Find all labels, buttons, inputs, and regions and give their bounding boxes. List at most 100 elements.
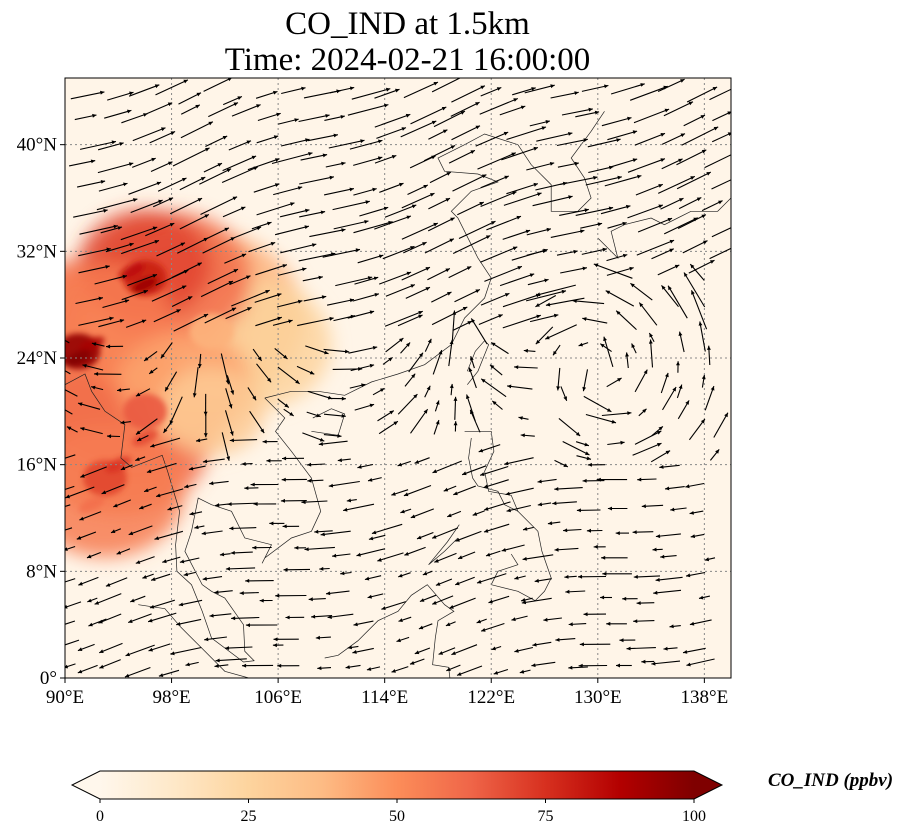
wind-arrow xyxy=(561,108,593,116)
wind-arrow-head xyxy=(685,400,690,405)
wind-arrow xyxy=(151,285,187,302)
wind-arrow xyxy=(200,280,234,298)
wind-arrow xyxy=(180,121,214,139)
wind-arrow-head xyxy=(308,597,313,602)
wind-arrow-head xyxy=(669,248,674,253)
wind-arrow xyxy=(204,307,237,324)
wind-arrow-head xyxy=(523,348,528,353)
wind-arrow-head xyxy=(380,388,385,392)
wind-arrow xyxy=(227,502,257,505)
wind-arrow xyxy=(98,319,125,328)
wind-arrow-head xyxy=(288,319,293,324)
wind-arrow-head xyxy=(417,535,422,540)
wind-arrow xyxy=(75,297,104,305)
wind-arrow xyxy=(96,198,138,211)
wind-arrow-head xyxy=(419,352,423,358)
wind-arrow-head xyxy=(231,616,236,621)
wind-arrow-head xyxy=(116,550,122,555)
colorbar-tick-label: 75 xyxy=(538,808,554,825)
wind-arrow xyxy=(607,130,638,141)
wind-arrow-head xyxy=(301,500,306,505)
wind-arrow-head xyxy=(371,530,377,535)
wind-arrow xyxy=(502,293,541,308)
wind-arrow-head xyxy=(398,573,403,578)
wind-arrow-head xyxy=(307,462,312,467)
wind-arrow xyxy=(550,91,579,99)
wind-arrow-head xyxy=(391,492,396,496)
wind-arrow-head xyxy=(307,478,312,483)
wind-arrow-head xyxy=(329,175,334,180)
wind-arrow xyxy=(600,205,631,215)
wind-arrow xyxy=(172,147,210,167)
wind-arrow-head xyxy=(269,521,274,526)
wind-arrow-head xyxy=(252,395,257,401)
wind-arrow-head xyxy=(119,319,125,323)
wind-arrow xyxy=(328,139,365,149)
wind-arrow-head xyxy=(572,299,577,303)
wind-arrow-head xyxy=(229,438,234,443)
wind-arrow-head xyxy=(537,192,542,197)
coastline xyxy=(138,604,249,678)
wind-arrow xyxy=(501,146,539,161)
wind-arrow-head xyxy=(277,663,282,668)
wind-arrow-head xyxy=(246,275,251,280)
colorbar-tick-label: 50 xyxy=(389,808,405,825)
wind-arrow-head xyxy=(282,524,287,529)
wind-arrow-head xyxy=(345,349,350,354)
wind-arrow-head xyxy=(99,664,104,669)
wind-arrow xyxy=(562,441,590,456)
wind-arrow xyxy=(535,284,576,296)
wind-arrow-head xyxy=(468,367,473,372)
wind-arrow-head xyxy=(401,127,406,131)
wind-arrow xyxy=(448,149,476,164)
wind-arrow-head xyxy=(92,113,97,118)
wind-arrow-head xyxy=(127,109,132,114)
wind-arrow xyxy=(281,87,306,95)
wind-arrow-head xyxy=(346,498,352,503)
wind-arrow xyxy=(145,222,175,237)
wind-arrow xyxy=(132,127,166,142)
wind-arrow xyxy=(480,175,510,189)
wind-arrow-head xyxy=(349,86,355,91)
wind-arrow xyxy=(544,324,577,340)
wind-arrow-head xyxy=(493,670,499,675)
colorbar-body xyxy=(100,771,694,799)
wind-arrow-head xyxy=(372,187,377,192)
wind-arrow-head xyxy=(228,404,233,409)
wind-arrow-head xyxy=(169,420,174,425)
wind-arrow xyxy=(581,84,609,92)
wind-arrow xyxy=(178,92,202,105)
wind-arrow xyxy=(575,207,614,216)
colorbar-tick-label: 0 xyxy=(96,808,104,825)
wind-arrow-head xyxy=(179,559,185,564)
wind-arrow-head xyxy=(149,369,154,374)
wind-arrow-head xyxy=(568,195,573,200)
concentration-streak xyxy=(78,336,105,353)
wind-arrow xyxy=(225,306,252,320)
wind-arrow-head xyxy=(684,272,688,277)
wind-arrow-head xyxy=(663,646,668,651)
wind-arrow-head xyxy=(701,214,706,219)
wind-arrow-head xyxy=(204,637,209,642)
wind-arrow-head xyxy=(514,365,519,370)
wind-arrow-head xyxy=(541,126,546,130)
wind-arrow-head xyxy=(608,206,614,211)
wind-arrow-head xyxy=(710,260,715,264)
wind-arrow xyxy=(667,285,688,319)
wind-arrow-head xyxy=(665,486,670,491)
wind-arrow xyxy=(171,262,203,279)
wind-arrow-head xyxy=(311,243,317,247)
wind-arrow-head xyxy=(399,182,404,187)
wind-arrow-head xyxy=(625,204,631,209)
wind-arrow xyxy=(401,222,439,240)
wind-arrow xyxy=(170,646,202,655)
wind-arrow-head xyxy=(259,598,264,603)
wind-arrow-head xyxy=(533,146,538,151)
wind-arrow-head xyxy=(632,130,638,135)
wind-arrow xyxy=(305,345,329,355)
wind-arrow xyxy=(335,276,373,287)
wind-arrow xyxy=(147,612,177,623)
wind-arrow-head xyxy=(384,103,389,108)
wind-arrow-head xyxy=(411,204,417,209)
wind-arrow-head xyxy=(481,628,486,632)
